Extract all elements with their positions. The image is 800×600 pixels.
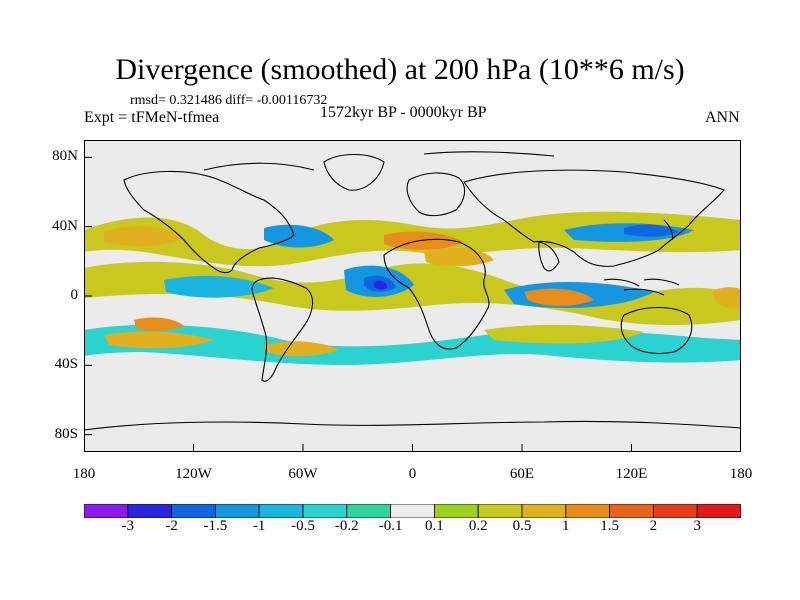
colorbar-swatch xyxy=(171,504,216,518)
lon-label: 0 xyxy=(408,466,417,482)
stats-text: rmsd= 0.321486 diff= -0.00116732 xyxy=(130,93,328,108)
colorbar-swatch xyxy=(521,504,567,518)
colorbar-label: -1.5 xyxy=(203,518,228,534)
colorbar xyxy=(84,504,741,518)
colorbar-label: -3 xyxy=(121,518,135,534)
colorbar-label: -0.1 xyxy=(378,518,403,534)
lat-label: 80N xyxy=(52,148,78,165)
colorbar-swatch xyxy=(346,504,391,518)
colorbar-swatch xyxy=(84,504,129,518)
colorbar-label: 1 xyxy=(562,518,570,534)
colorbar-label: -0.2 xyxy=(334,518,359,534)
map-title: Divergence (smoothed) at 200 hPa (10**6 … xyxy=(115,53,685,86)
colorbar-label: 1.5 xyxy=(600,518,619,534)
lon-label: 180 xyxy=(729,466,753,482)
colorbar-label: 3 xyxy=(693,518,701,534)
colorbar-label: 0.1 xyxy=(425,518,444,534)
lon-label: 60E xyxy=(509,466,535,482)
lon-label: 60W xyxy=(288,466,318,482)
colorbar-label: -0.5 xyxy=(291,518,315,534)
colorbar-label: 0.5 xyxy=(512,518,532,534)
divergence-map xyxy=(84,140,741,452)
period-text: 1572kyr BP - 0000kyr BP xyxy=(320,104,487,121)
colorbar-swatch xyxy=(302,504,348,518)
coastlines xyxy=(84,151,741,431)
colorbar-label: -1 xyxy=(252,518,266,534)
colorbar-swatch xyxy=(258,504,304,518)
colorbar-swatch xyxy=(565,504,610,518)
lon-label: 120E xyxy=(615,466,648,482)
lon-label: 180 xyxy=(72,466,96,482)
experiment-text: Expt = tFMeN-tfmea xyxy=(84,109,220,126)
colorbar-swatch xyxy=(433,504,479,518)
colorbar-swatch xyxy=(653,504,698,518)
colorbar-swatch xyxy=(390,504,435,518)
lat-label: 80S xyxy=(54,425,78,442)
colorbar-swatch xyxy=(214,504,260,518)
lon-ticks xyxy=(84,444,741,452)
colorbar-swatch xyxy=(477,504,523,518)
lat-label: 40N xyxy=(52,217,78,234)
lat-label: 0 xyxy=(70,287,79,303)
colorbar-swatch xyxy=(696,504,741,518)
colorbar-swatch xyxy=(127,504,172,518)
colorbar-label: 2 xyxy=(649,518,658,534)
lat-label: 40S xyxy=(54,356,78,373)
lat-ticks xyxy=(84,156,92,436)
colorbar-label: 0.2 xyxy=(468,518,488,534)
colorbar-swatch xyxy=(609,504,654,518)
lon-label: 120W xyxy=(175,466,212,482)
colorbar-label: -2 xyxy=(165,518,178,534)
season-text: ANN xyxy=(705,109,740,126)
